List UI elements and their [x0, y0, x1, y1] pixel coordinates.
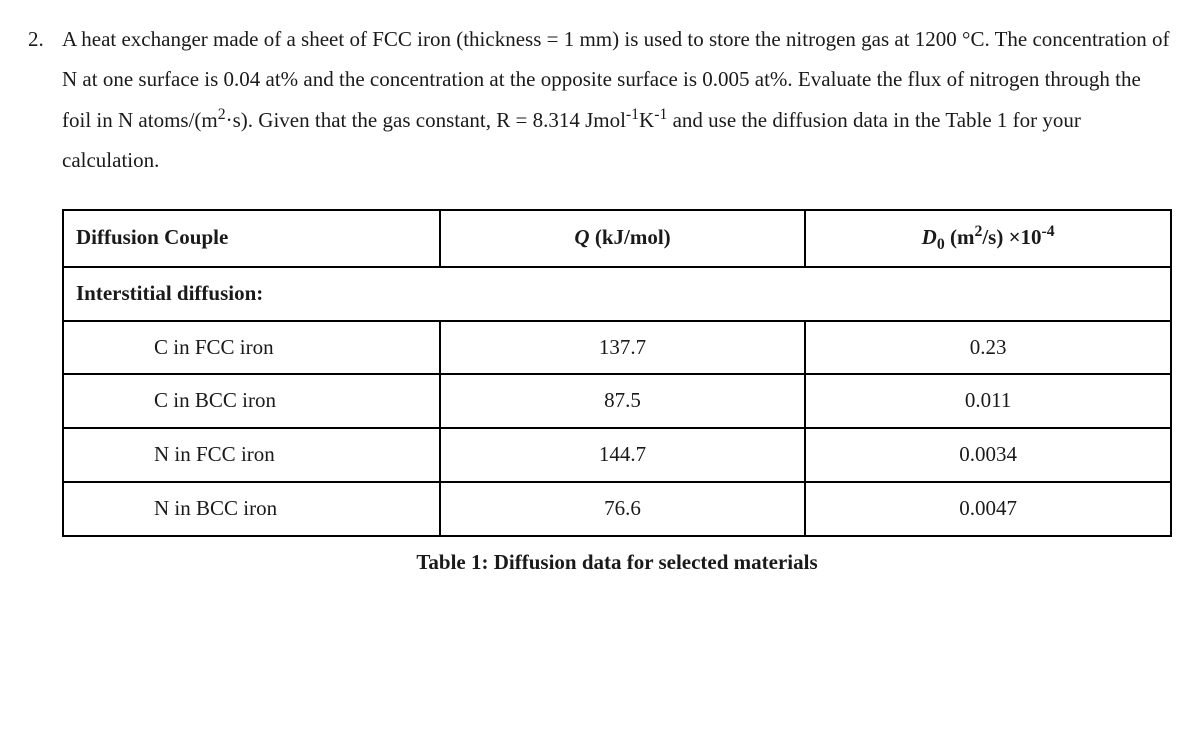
cell-q: 87.5	[440, 374, 806, 428]
header-unit: /s) ×10	[982, 225, 1041, 249]
cell-d0: 0.23	[805, 321, 1171, 375]
superscript: 2	[218, 106, 226, 123]
cell-q: 144.7	[440, 428, 806, 482]
cell-d0: 0.0047	[805, 482, 1171, 536]
diffusion-table: Table 1: Diffusion data for selected mat…	[62, 209, 1172, 583]
section-row: Interstitial diffusion:	[63, 267, 1171, 321]
table-row: C in BCC iron 87.5 0.011	[63, 374, 1171, 428]
table-header-row: Diffusion Couple Q (kJ/mol) D0 (m2/s) ×1…	[63, 210, 1171, 267]
table-row: N in BCC iron 76.6 0.0047	[63, 482, 1171, 536]
cell-q: 137.7	[440, 321, 806, 375]
cell-couple: C in FCC iron	[63, 321, 440, 375]
problem-block: 2. A heat exchanger made of a sheet of F…	[28, 20, 1172, 583]
section-label: Interstitial diffusion:	[63, 267, 1171, 321]
table-caption: Table 1: Diffusion data for selected mat…	[62, 537, 1172, 583]
cell-q: 76.6	[440, 482, 806, 536]
superscript: -4	[1042, 223, 1055, 240]
cell-couple: C in BCC iron	[63, 374, 440, 428]
subscript: 0	[937, 236, 945, 253]
header-symbol: D	[922, 225, 937, 249]
text-run: K	[639, 108, 654, 132]
problem-text: A heat exchanger made of a sheet of FCC …	[62, 27, 1170, 172]
cell-d0: 0.011	[805, 374, 1171, 428]
problem-body: A heat exchanger made of a sheet of FCC …	[62, 20, 1172, 583]
table-row: C in FCC iron 137.7 0.23	[63, 321, 1171, 375]
cell-couple: N in FCC iron	[63, 428, 440, 482]
problem-number: 2.	[28, 20, 62, 60]
superscript: -1	[654, 106, 667, 123]
cell-couple: N in BCC iron	[63, 482, 440, 536]
header-unit: (m	[945, 225, 975, 249]
col-header-q: Q (kJ/mol)	[440, 210, 806, 267]
header-unit: (kJ/mol)	[590, 225, 671, 249]
table-row: N in FCC iron 144.7 0.0034	[63, 428, 1171, 482]
text-run: ·s). Given that the gas constant, R = 8.…	[226, 108, 626, 132]
header-symbol: Q	[574, 225, 589, 249]
superscript: -1	[626, 106, 639, 123]
col-header-couple: Diffusion Couple	[63, 210, 440, 267]
col-header-d0: D0 (m2/s) ×10-4	[805, 210, 1171, 267]
table-body: Interstitial diffusion: C in FCC iron 13…	[63, 267, 1171, 536]
cell-d0: 0.0034	[805, 428, 1171, 482]
